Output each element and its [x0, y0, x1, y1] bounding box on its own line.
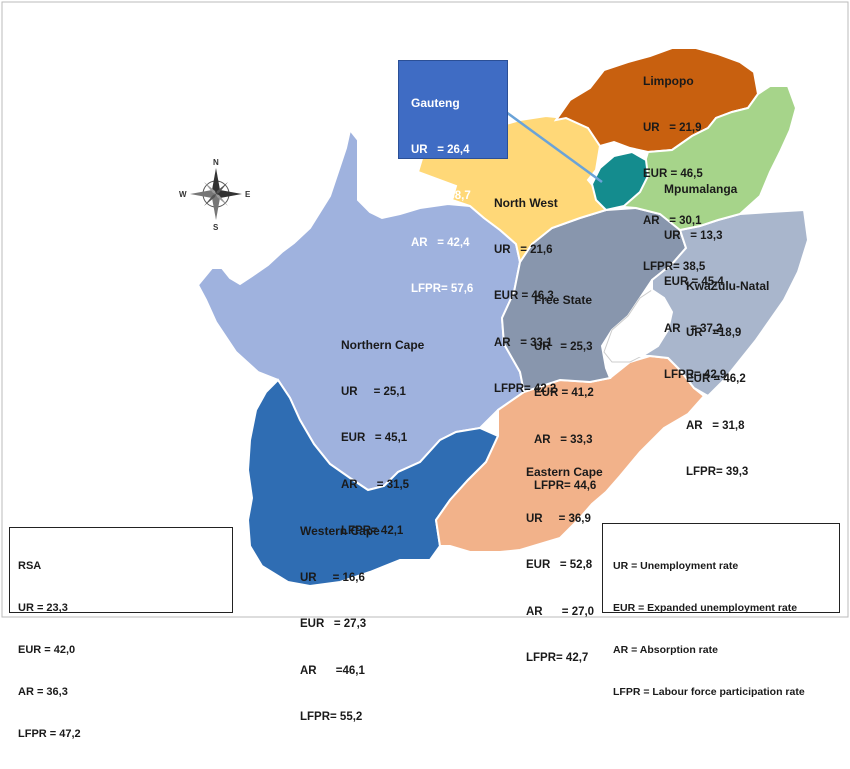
province-name: Mpumalanga: [664, 182, 738, 196]
stat-line: AR = 31,8: [686, 419, 745, 432]
rsa-summary-box: RSA UR = 23,3 EUR = 42,0 AR = 36,3 LFPR …: [9, 527, 233, 740]
stat-line: LFPR= 42,2: [494, 383, 557, 395]
province-name: Northern Cape: [341, 338, 425, 352]
compass-rose-icon: N S E W: [179, 158, 251, 232]
stat-line: AR = 33,3: [534, 433, 593, 446]
stat-line: UR = 25,1: [341, 385, 406, 398]
stat-line: UR = 13,3: [664, 229, 723, 242]
label-western-cape: Western Cape UR = 16,6 EUR = 27,3 AR =46…: [300, 493, 380, 741]
province-name: Gauteng: [411, 96, 460, 110]
label-gauteng: Gauteng UR = 26,4 EUR = 38,7 AR = 42,4 L…: [411, 65, 473, 329]
rsa-title: RSA: [18, 560, 42, 572]
compass-e: E: [245, 190, 251, 199]
province-name: Western Cape: [300, 524, 380, 538]
stat-line: LFPR= 42,1: [341, 525, 404, 537]
stat-line: AR =46,1: [300, 664, 365, 677]
stat-line: EUR = 45,4: [664, 276, 724, 288]
stat-line: UR = 23,3: [18, 602, 68, 614]
rsa-summary-text: RSA UR = 23,3 EUR = 42,0 AR = 36,3 LFPR …: [18, 531, 81, 769]
stat-line: AR = 33,1: [494, 336, 553, 349]
key-line: EUR = Expanded unemployment rate: [613, 602, 798, 614]
figure-border: [1, 1, 849, 618]
label-limpopo: Limpopo UR = 21,9 EUR = 46,5 AR = 30,1 L…: [643, 43, 705, 291]
stat-line: LFPR= 38,5: [643, 261, 706, 273]
province-kwazulu-natal: [638, 208, 810, 398]
stat-line: AR = 37,2: [664, 322, 723, 335]
stat-line: UR = 26,4: [411, 143, 470, 156]
stat-line: UR = 21,6: [494, 243, 553, 256]
province-name: North West: [494, 196, 558, 210]
province-name: Free State: [534, 293, 593, 307]
compass-s: S: [213, 223, 219, 232]
south-africa-map: N S E W: [1, 1, 849, 618]
key-line: LFPR = Labour force participation rate: [613, 686, 805, 698]
stat-line: UR = 16,6: [300, 571, 365, 584]
compass-w: W: [179, 190, 187, 199]
label-north-west: North West UR = 21,6 EUR = 46,3 AR = 33,…: [494, 165, 558, 413]
stat-line: AR = 42,4: [411, 236, 470, 249]
stat-line: UR = 21,9: [643, 121, 702, 134]
stat-line: LFPR= 57,6: [411, 283, 474, 295]
stat-line: AR = 31,5: [341, 478, 410, 491]
label-eastern-cape: Eastern Cape UR = 36,9 EUR = 52,8 AR = 2…: [526, 434, 603, 682]
gauteng-callout-box: Gauteng UR = 26,4 EUR = 38,7 AR = 42,4 L…: [398, 60, 508, 295]
province-name: Limpopo: [643, 74, 694, 88]
abbreviation-key-box: UR = Unemployment rate EUR = Expanded un…: [602, 523, 840, 698]
label-kwazulu-natal: KwaZulu-Natal UR =18,9 EUR = 46,2 AR = 3…: [686, 248, 769, 496]
stat-line: EUR = 46,3: [494, 290, 554, 302]
stat-line: LFPR= 42,7: [526, 652, 589, 664]
stat-line: EUR = 46,5: [643, 168, 703, 180]
abbreviation-key-text: UR = Unemployment rate EUR = Expanded un…: [613, 531, 805, 727]
stat-line: LFPR= 44,6: [534, 480, 597, 492]
stat-line: EUR = 42,0: [18, 644, 76, 656]
map-figure: N S E W Limpopo UR = 21,9 EUR = 46,5 AR …: [1, 1, 849, 740]
stat-line: UR = 36,9: [526, 512, 591, 525]
stat-line: EUR = 45,1: [341, 432, 408, 444]
key-line: UR = Unemployment rate: [613, 560, 739, 572]
stat-line: LFPR = 47,2: [18, 728, 81, 740]
stat-line: EUR = 46,2: [686, 373, 746, 385]
stat-line: LFPR= 39,3: [686, 466, 749, 478]
province-name: KwaZulu-Natal: [686, 279, 770, 293]
stat-line: EUR = 38,7: [411, 190, 471, 202]
stat-line: EUR = 27,3: [300, 618, 367, 630]
stat-line: UR = 25,3: [534, 340, 593, 353]
stat-line: AR = 30,1: [643, 214, 702, 227]
gauteng-connector-line: [505, 110, 603, 184]
stat-line: AR = 36,3: [18, 686, 68, 698]
stat-line: LFPR= 42,9: [664, 369, 727, 381]
stat-line: EUR = 41,2: [534, 387, 594, 399]
compass-n: N: [213, 158, 219, 167]
stat-line: LFPR= 55,2: [300, 711, 363, 723]
stat-line: AR = 27,0: [526, 605, 595, 618]
province-gauteng: [590, 150, 650, 212]
stat-line: EUR = 52,8: [526, 559, 593, 571]
stat-line: UR =18,9: [686, 326, 742, 339]
label-northern-cape: Northern Cape UR = 25,1 EUR = 45,1 AR = …: [341, 307, 424, 555]
province-name: Eastern Cape: [526, 465, 603, 479]
key-line: AR = Absorption rate: [613, 644, 718, 656]
label-free-state: Free State UR = 25,3 EUR = 41,2 AR = 33,…: [534, 262, 596, 510]
label-mpumalanga: Mpumalanga UR = 13,3 EUR = 45,4 AR = 37,…: [664, 151, 737, 399]
